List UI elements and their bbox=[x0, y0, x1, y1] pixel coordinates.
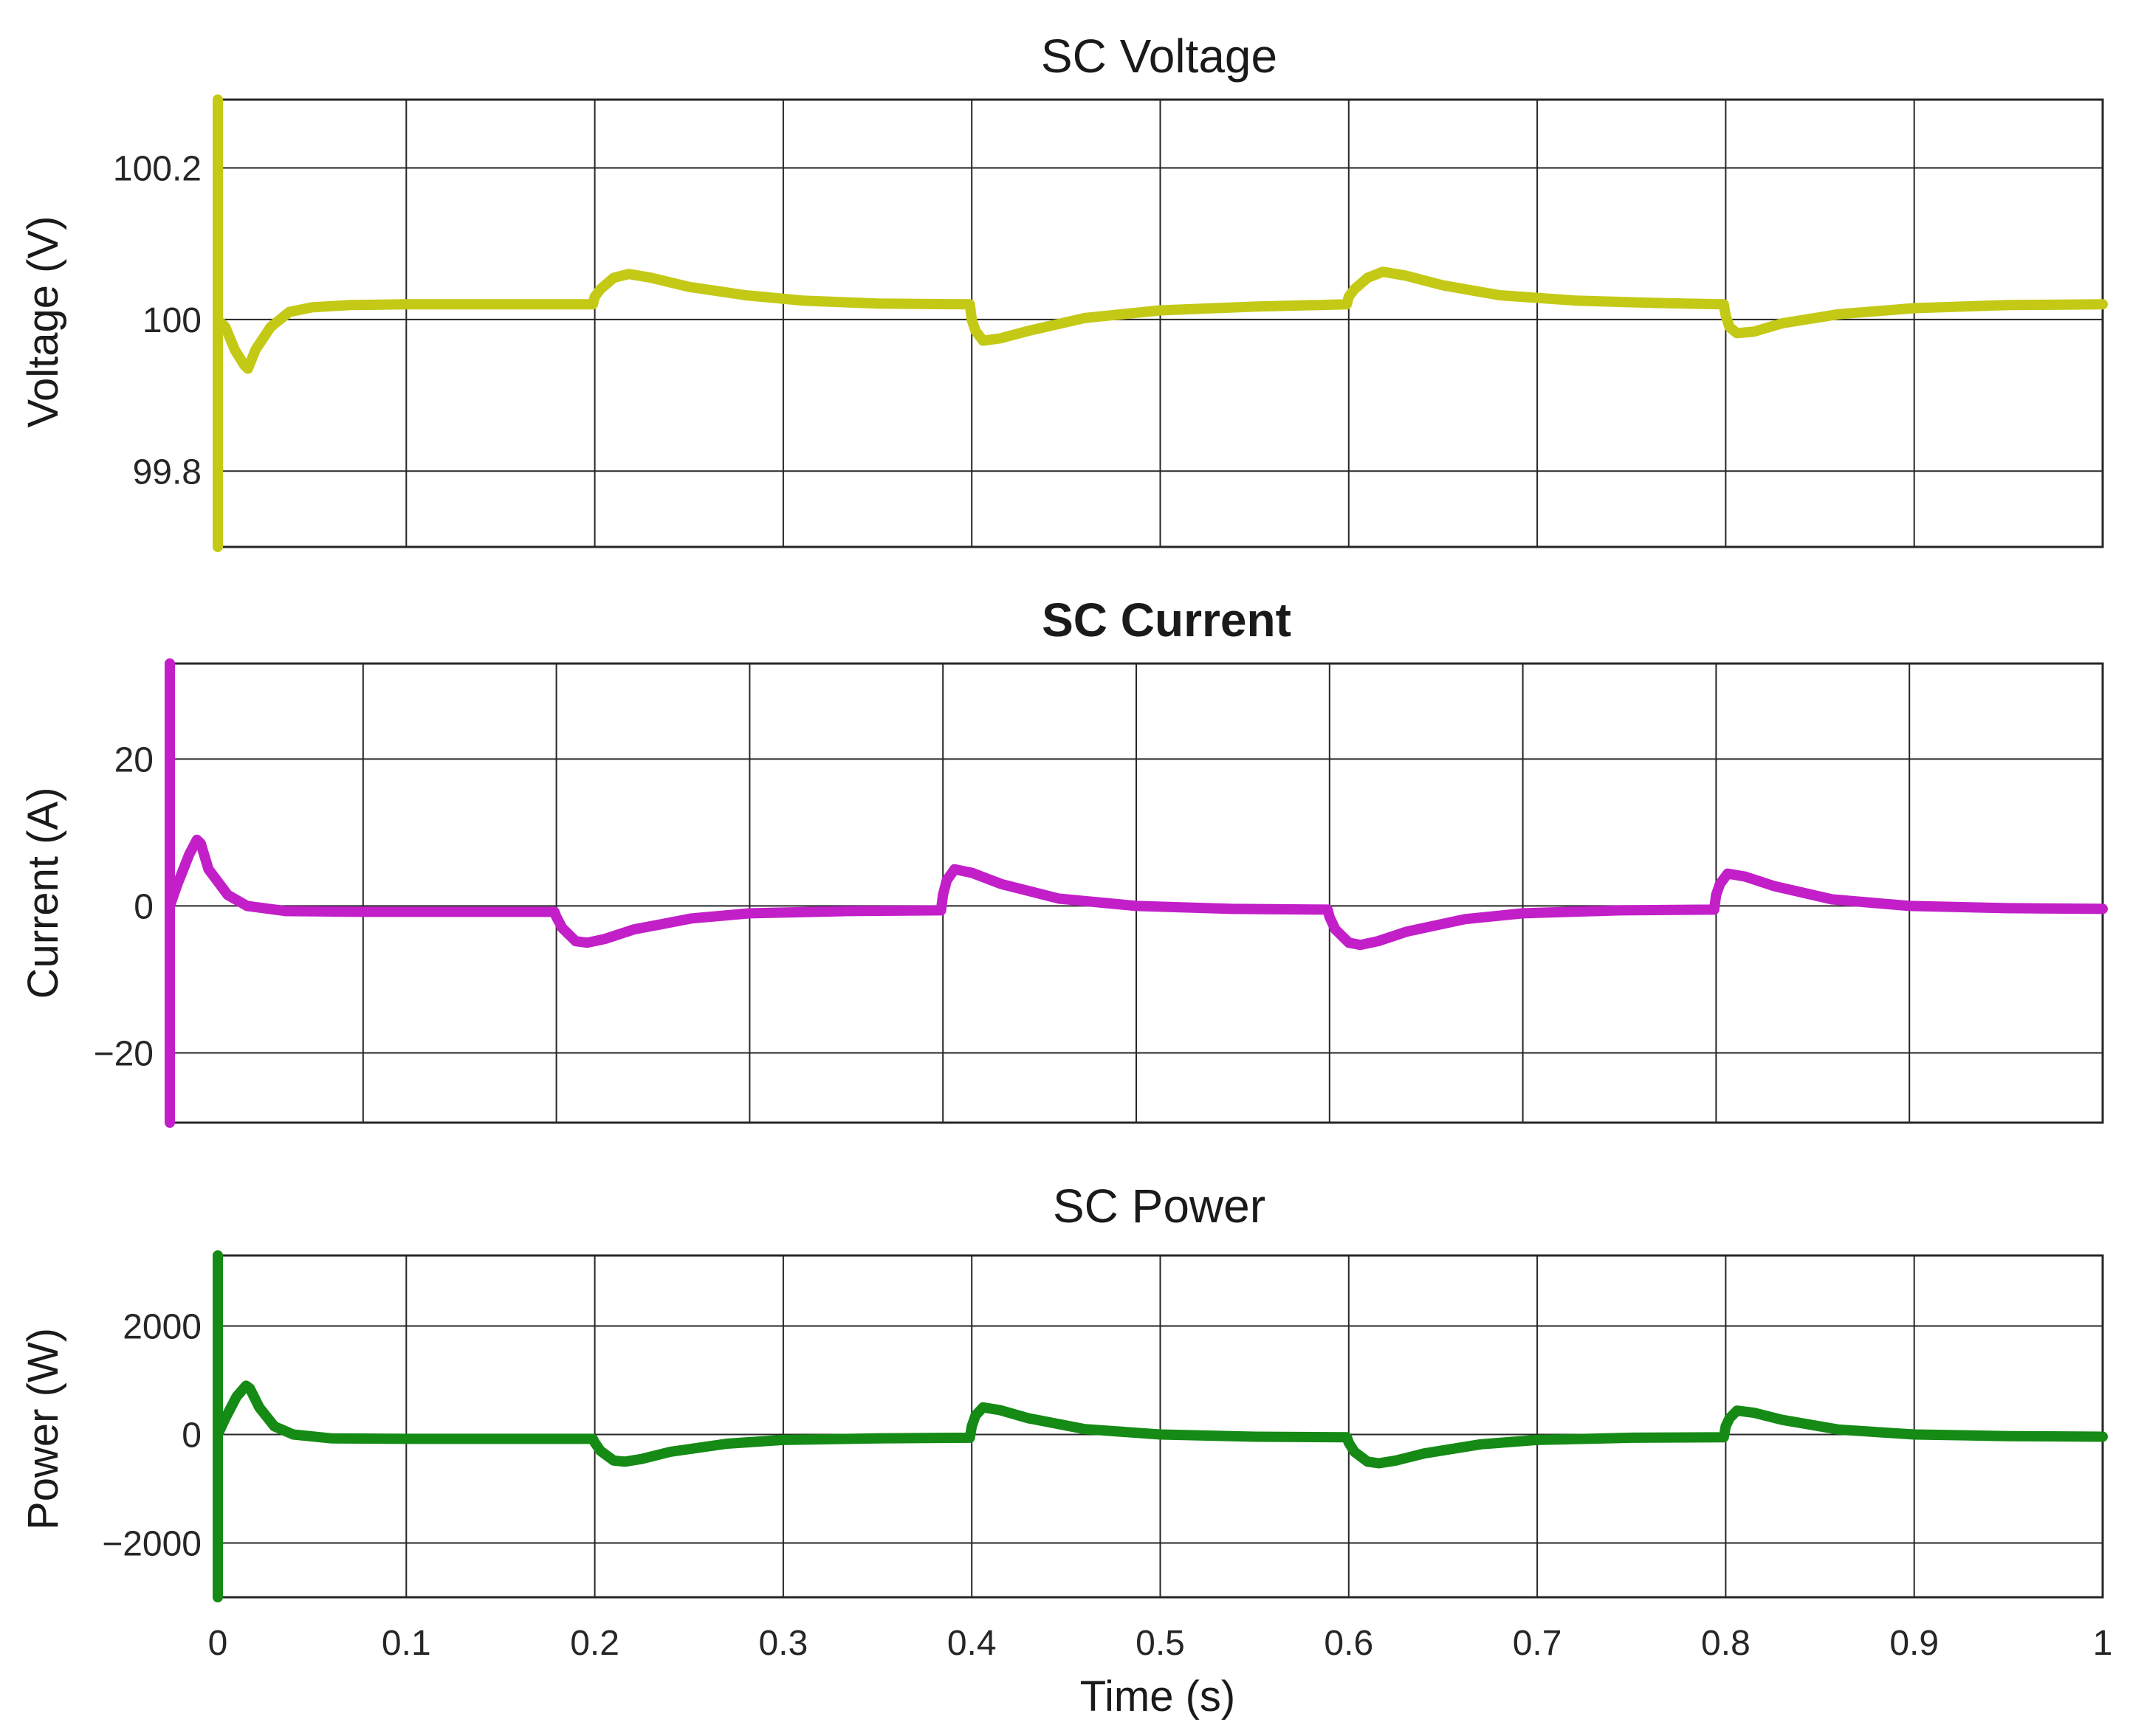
voltage-plot-area: 99.8 100 100.2 bbox=[113, 94, 2108, 552]
voltage-subplot: SC Voltage Voltage (V) 99.8 100 100.2 bbox=[19, 30, 2108, 552]
current-plot-area: −20 0 20 bbox=[94, 658, 2108, 1128]
power-chart-title: SC Power bbox=[1053, 1179, 1265, 1233]
x-tick-label: 0.3 bbox=[759, 1624, 808, 1663]
x-tick-label: 0.7 bbox=[1513, 1624, 1562, 1663]
x-tick-label: 0 bbox=[208, 1624, 228, 1663]
current-series-line bbox=[165, 658, 2108, 1128]
current-subplot: SC Current Current (A) −20 0 20 bbox=[19, 593, 2108, 1128]
x-tick-label: 0.6 bbox=[1324, 1624, 1373, 1663]
power-plot-area: 0 0.1 0.2 0.3 0.4 0.5 0.6 0.7 0.8 0.9 1 −2000 0 2000 bbox=[102, 1250, 2113, 1663]
power-series-line bbox=[213, 1250, 2108, 1602]
x-tick-label: 0.2 bbox=[570, 1624, 619, 1663]
voltage-chart-title: SC Voltage bbox=[1041, 30, 1277, 83]
x-tick-label: 0.8 bbox=[1701, 1624, 1751, 1663]
power-y-tick-label: −2000 bbox=[102, 1525, 202, 1564]
current-y-tick-label: 0 bbox=[134, 887, 154, 926]
x-tick-label: 0.5 bbox=[1136, 1624, 1185, 1663]
voltage-series-line bbox=[213, 94, 2108, 552]
power-subplot: SC Power Power (W) 0 0.1 0.2 0.3 0.4 0.5 0.6 0.… bbox=[19, 1179, 2112, 1720]
x-tick-label: 1 bbox=[2093, 1624, 2113, 1663]
power-y-tick-label: 2000 bbox=[123, 1308, 202, 1347]
x-tick-label: 0.1 bbox=[382, 1624, 431, 1663]
x-tick-label: 0.9 bbox=[1889, 1624, 1939, 1663]
voltage-y-axis-label: Voltage (V) bbox=[19, 216, 67, 428]
x-axis-label: Time (s) bbox=[1080, 1673, 1235, 1720]
power-y-axis-label: Power (W) bbox=[19, 1328, 67, 1530]
current-y-axis-label: Current (A) bbox=[19, 788, 67, 999]
x-tick-label: 0.4 bbox=[947, 1624, 997, 1663]
voltage-y-tick-label: 100 bbox=[142, 301, 202, 340]
current-y-tick-label: 20 bbox=[114, 740, 154, 779]
voltage-y-tick-label: 100.2 bbox=[113, 149, 202, 188]
voltage-y-tick-label: 99.8 bbox=[133, 452, 202, 492]
current-chart-title: SC Current bbox=[1042, 593, 1291, 647]
power-y-tick-label: 0 bbox=[182, 1416, 202, 1456]
current-y-tick-label: −20 bbox=[94, 1034, 154, 1073]
